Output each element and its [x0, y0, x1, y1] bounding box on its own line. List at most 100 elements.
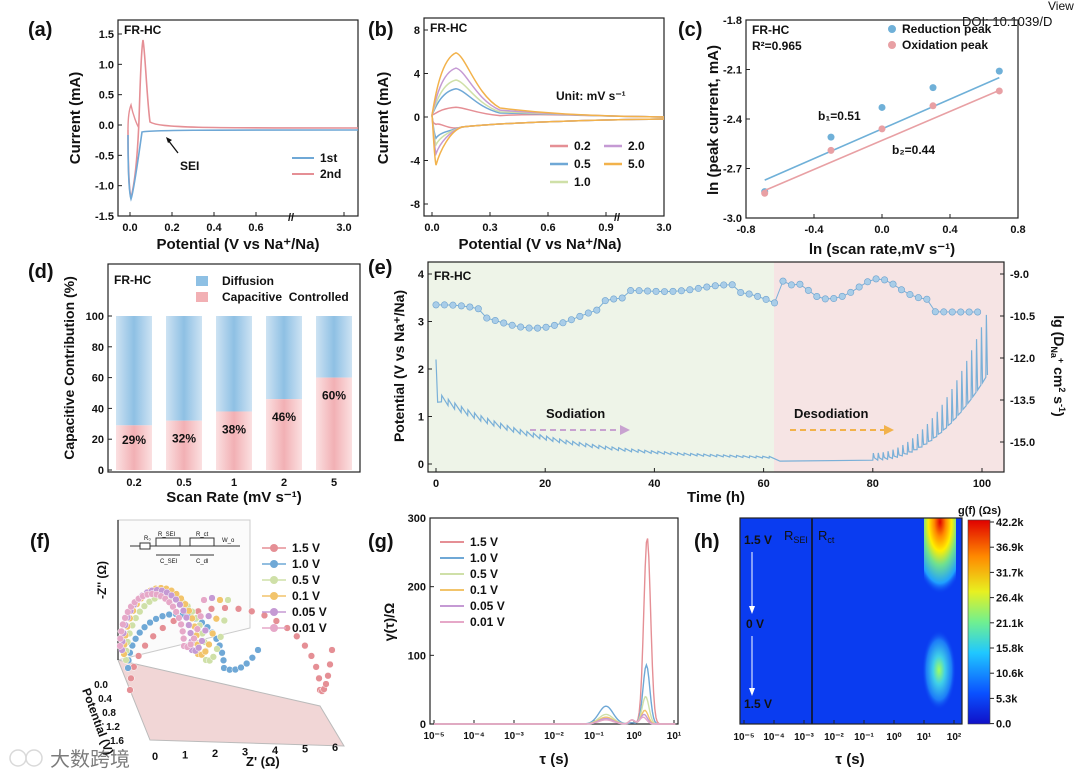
panel-c-ytick-label: -2.7	[723, 164, 742, 176]
legend-f-marker	[270, 576, 278, 584]
panel-f-point	[190, 634, 198, 643]
colorbar-tick-label: 36.9k	[996, 542, 1024, 554]
panel-f-point	[179, 627, 187, 635]
panel-e-xtick-label: 80	[867, 478, 879, 490]
panel-h-xtick-label: 10⁻²	[824, 732, 844, 743]
panel-label-g: (g)	[368, 531, 394, 553]
heatmap-hot-top	[924, 518, 956, 598]
panel-f-point	[172, 608, 180, 616]
panel-f-point	[127, 674, 135, 682]
panel-e-diffusion-point	[821, 295, 829, 303]
legend-f-label: 0.01 V	[292, 621, 327, 635]
panel-f-point	[140, 623, 149, 631]
panel-e-diffusion-point	[669, 287, 677, 295]
bar-diffusion	[316, 316, 352, 378]
panel-e-potential-curve	[435, 314, 989, 462]
panel-c-point	[995, 87, 1003, 95]
legend-d-capacitive: Capacitive Controlled	[222, 290, 349, 304]
panel-f-point	[158, 612, 167, 620]
panel-f-point	[208, 594, 216, 602]
panel-e-ytick-label: 0	[418, 459, 424, 471]
legend-b-label: 0.2	[574, 139, 591, 153]
panel-label-f: (f)	[30, 531, 50, 553]
panel-e-diffusion-point	[694, 284, 702, 292]
panel-e-diffusion-point	[897, 286, 905, 294]
panel-a-sample: FR-HC	[124, 23, 162, 37]
panel-e-diffusion-point	[889, 280, 897, 288]
panel-e-diffusion-point	[881, 276, 889, 284]
panel-e-diffusion-point	[787, 281, 795, 289]
panel-f-point	[146, 618, 154, 627]
panel-a-ylabel: Current (mA)	[67, 72, 84, 165]
legend-c-reduction: Reduction peak	[902, 22, 992, 36]
legend-g-label: 1.0 V	[470, 551, 498, 565]
panel-a-curve-1st	[127, 129, 359, 202]
bar-value-label: 38%	[222, 422, 246, 436]
panel-e-diffusion-point	[534, 324, 542, 332]
panel-a-xtick-label: 0.6	[248, 222, 263, 234]
panel-f-point	[205, 640, 213, 649]
panel-c-point	[929, 102, 937, 110]
panel-g: (g) 300 200 100 010⁻⁵ 10⁻⁴ 10⁻³ 10⁻² 10⁻¹ 10⁰ 10¹…	[368, 513, 682, 768]
panel-f-point	[185, 621, 193, 629]
panel-f-point	[209, 653, 217, 661]
panel-b-ytick-label: 0	[414, 112, 420, 124]
panel-b-curve-0.2	[431, 106, 665, 129]
panel-f: (f) -Z'' (Ω) R₀ R_SEI R_ct W_o C_SEI C_d…	[30, 519, 345, 769]
bar-value-label: 60%	[322, 389, 346, 403]
legend-f-marker	[270, 592, 278, 600]
h-arrow-1-head	[749, 606, 755, 614]
panel-c-point	[878, 103, 886, 111]
panel-d-ylabel: Capacitive Contribution (%)	[61, 276, 77, 460]
bar-value-label: 32%	[172, 432, 196, 446]
legend-f-marker	[270, 544, 278, 552]
panel-h-xtick-label: 10⁻³	[794, 732, 814, 743]
panel-a-xtick-label: 0.2	[164, 222, 179, 234]
desodiation-arrow-head	[884, 425, 894, 435]
legend-f-label: 0.05 V	[292, 605, 327, 619]
panel-f-point	[209, 629, 217, 638]
panel-f-point	[326, 660, 334, 669]
panel-a-xtick-label: 0.0	[122, 222, 137, 234]
panel-b-xtick-label: 0.0	[424, 222, 439, 234]
panel-g-xtick-label: 10⁻¹	[584, 731, 604, 742]
panel-e-ylabel2: lg (DNa+ cm2 s-1)	[1049, 315, 1067, 416]
panel-c-b1: b₁=0.51	[818, 109, 861, 123]
bar-value-label: 46%	[272, 410, 296, 424]
panel-f-point	[248, 607, 256, 615]
panel-b: (b) FR-HC 8 4 0 -4 -8 0.0 0.3 0.6 0.9 3.0 // Unit:…	[368, 17, 672, 253]
legend-f-label: 1.0 V	[292, 557, 320, 571]
panel-c: (c) FR-HC R²=0.965 -1.8-2.1-2.4-2.7-3.0-…	[678, 15, 1026, 258]
panel-f-point	[180, 634, 188, 643]
panel-c-point	[827, 133, 835, 141]
legend-b-label: 0.5	[574, 157, 591, 171]
panel-f-xtick-label: 2	[212, 748, 218, 760]
panel-b-xtick-label: 0.6	[540, 222, 555, 234]
panel-e-diffusion-point	[618, 294, 626, 302]
panel-e-diffusion-point	[906, 291, 914, 299]
panel-g-xtick-label: 10⁻³	[504, 731, 524, 742]
panel-e-diffusion-point	[635, 287, 643, 295]
panel-a-xlabel: Potential (V vs Na⁺/Na)	[157, 236, 320, 253]
panel-h-xtick-label: 10¹	[917, 732, 932, 743]
panel-e-desodiation-bg	[774, 262, 1004, 472]
panel-f-point	[159, 624, 167, 632]
panel-h-pot-3: 1.5 V	[744, 697, 772, 711]
legend-d-diffusion: Diffusion	[222, 274, 274, 288]
bar-capacitive	[216, 411, 252, 470]
legend-g-label: 0.05 V	[470, 599, 505, 613]
panel-a-ytick-label: -1.0	[95, 181, 114, 193]
panel-h-xtick-label: 10²	[947, 732, 962, 743]
panel-f-point	[134, 652, 143, 660]
bar-capacitive	[266, 399, 302, 470]
panel-e-diffusion-point	[940, 308, 948, 316]
panel-c-xtick-label: 0.0	[874, 224, 889, 236]
panel-b-unit: Unit: mV s⁻¹	[556, 89, 626, 103]
panel-b-axis-break: //	[614, 212, 620, 224]
panel-f-point	[197, 612, 205, 620]
panel-a-axis-break: //	[288, 212, 294, 224]
panel-c-ylabel: ln (peak current, mA)	[705, 45, 722, 195]
panel-c-xtick-label: 0.8	[1010, 224, 1025, 236]
panel-f-floor	[117, 659, 345, 747]
